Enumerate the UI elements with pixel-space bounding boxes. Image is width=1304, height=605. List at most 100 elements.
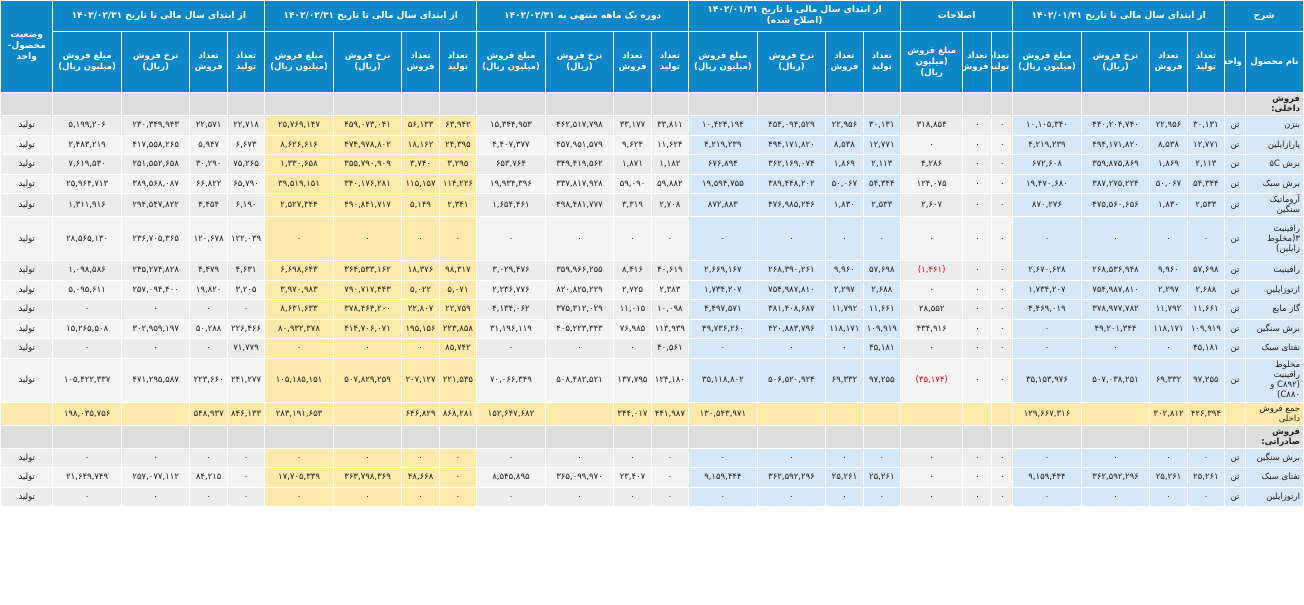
value-cell: ۱۹,۴۷۰,۶۸۰ [1012,173,1082,194]
value-cell: ۹,۱۵۹,۴۴۴ [1012,467,1082,488]
product-name: ارتوزایلین [1244,279,1304,300]
subheader-col-8: مبلغ فروش (میلیون ریال) [899,31,964,93]
value-cell: ۰ [962,134,993,155]
value-cell: ۱۰۹,۹۱۹ [862,318,901,339]
value-cell: ۴,۲۸۶ [899,154,964,175]
table-row: برش ۵C تن ۲,۱۱۳ ۱,۸۶۹ ۳۵۹,۸۷۵,۸۶۹ ۶۷۲,۶۰۸ ۰ ۰ ۴,… [0,154,1304,175]
value-cell: ۰ [476,447,546,468]
value-cell: ۴۵۹,۰۷۳,۰۴۱ [332,115,403,136]
value-cell: ۲۲۳,۸۵۸ [438,318,478,339]
value-cell: ۳۰,۲۹۰ [189,154,228,175]
value-cell: ۸۷۲,۸۸۳ [688,193,758,217]
value-cell: ۱۱,۶۲۴ [650,134,690,155]
value-cell: ۰ [991,357,1014,403]
section-cell [991,424,1014,449]
value-cell: ۰ [544,338,615,359]
value-cell: ۲۲۱,۵۳۵ [438,357,478,403]
value-cell: ۰ [438,216,478,261]
subheader-col-22: تعداد فروش [189,31,228,93]
value-cell [332,401,403,426]
value-cell: ۳۷۸,۹۷۷,۷۸۲ [1080,299,1151,320]
value-cell: ۴۹۴,۱۷۱,۸۲۰ [1080,134,1151,155]
value-cell: ۹۸,۳۱۷ [438,260,478,281]
value-cell: ۰ [899,467,964,488]
section-cell [0,92,54,116]
value-cell: ۱۲۴,۱۸۰ [650,357,690,403]
section-row: فروش صادراتی: [0,424,1304,449]
value-cell: ۰ [52,338,122,359]
value-cell: ۰ [613,338,652,359]
value-cell: ۴۷۵,۵۶۰,۶۵۶ [1080,193,1151,217]
value-cell: ۱۱,۶۶۱ [1186,299,1226,320]
value-cell: ۲۸,۵۶۵,۱۳۰ [52,216,122,261]
value-cell: ۸,۵۳۸ [1149,134,1188,155]
table-row: ارتوزایلین تن ۰ ۰ ۰ ۰ ۰ ۰ ۰ ۰ ۰ ۰ ۰ ۰ ۰ ۰ ۰ ۰ ۰ ۰ ۰ ۰ ۰ ۰ ۰ تولید [0,486,1304,507]
value-cell: ۱۵,۲۶۵,۵۰۸ [52,318,122,339]
header-month-1402-02: دوره یک ماهه منتهی به ۱۴۰۲/۰۲/۳۱ [476,0,690,32]
value-cell: ۵۰۶,۵۲۰,۹۲۴ [756,357,827,403]
value-cell: ۸۴,۲۱۵ [189,467,228,488]
value-cell: ۰ [438,467,478,488]
value-cell: ۰ [991,260,1014,281]
subheader-col-20: مبلغ فروش (میلیون ریال) [264,31,334,93]
section-cell [825,424,864,449]
value-cell: ۴۲۶,۳۹۴ [1186,401,1226,426]
value-cell: ۲۲,۹۵۶ [825,115,864,136]
value-cell: ۲,۲۹۷ [1149,279,1188,300]
total-row: جمع فروش داخلی ۴۲۶,۳۹۴ ۳۰۲,۸۱۲ ۱۲۹,۶۶۷,۳۱۶ ۱… [0,401,1304,426]
value-cell: ۲۶۸,۵۳۶,۹۴۸ [1080,260,1151,281]
section-cell [825,92,864,116]
unit-cell: تن [1224,357,1246,403]
value-cell: ۰ [899,447,964,468]
value-cell: ۲۲,۷۱۸ [226,115,266,136]
section-cell [1224,92,1246,116]
status-cell [0,401,54,426]
value-cell: ۰ [899,486,964,507]
value-cell: ۲,۵۲۷,۳۴۴ [264,193,334,217]
value-cell: ۳۳۷,۸۱۷,۹۲۸ [544,173,615,194]
value-cell: ۲,۶۸۸ [862,279,901,300]
subheader-col-3: تعداد فروش [1149,31,1188,93]
value-cell: ۰ [862,486,901,507]
section-cell [756,92,827,116]
value-cell: ۶۹,۳۳۲ [1149,357,1188,403]
value-cell: ۵,۰۲۲ [401,279,440,300]
section-cell [613,92,652,116]
section-cell [0,424,54,449]
value-cell: ۰ [438,486,478,507]
value-cell: ۲,۲۳۶,۷۷۶ [476,279,546,300]
value-cell: ۴۵,۱۸۱ [1186,338,1226,359]
value-cell: ۰ [226,467,266,488]
value-cell: ۰ [1149,447,1188,468]
value-cell: ۰ [1012,318,1082,339]
table-row: بنزن تن ۳۰,۱۳۱ ۲۲,۹۵۶ ۴۴۰,۲۰۴,۷۴۰ ۱۰,۱۰۵,۳۴۰ ۰… [0,115,1304,136]
value-cell: ۴۵,۱۸۱ [862,338,901,359]
value-cell: ۲۳,۴۰۷ [613,467,652,488]
value-cell: ۳۳,۱۷۷ [613,115,652,136]
section-cell [1080,92,1151,116]
value-cell: ۶۶,۸۲۲ [189,173,228,194]
value-cell: ۲۸,۵۵۲ [899,299,964,320]
value-cell: ۰ [962,447,993,468]
value-cell: ۶۴۶,۸۲۹ [401,401,440,426]
value-cell: ۰ [1080,338,1151,359]
value-cell: ۹,۹۶۰ [825,260,864,281]
value-cell: ۱۲۰,۶۷۸ [189,216,228,261]
section-cell [544,92,615,116]
value-cell: ۱۱,۷۹۲ [1149,299,1188,320]
value-cell: ۰ [476,216,546,261]
value-cell: ۲۵۷,۰۹۴,۴۰۰ [120,279,191,300]
value-cell: ۰ [332,216,403,261]
subheader-col-9: تعداد تولید [862,31,901,93]
value-cell: ۰ [650,467,690,488]
value-cell: ۴۰,۶۱۹ [650,260,690,281]
section-cell [226,424,266,449]
value-cell: ۴۱۴,۷۰۶,۰۷۱ [332,318,403,339]
value-cell: ۹,۹۶۰ [1149,260,1188,281]
value-cell: ۰ [1080,447,1151,468]
value-cell: ۰ [332,486,403,507]
product-name: رافینیت [1244,260,1304,281]
value-cell: ۶,۶۹۸,۶۴۳ [264,260,334,281]
value-cell: ۱۰,۱۰۵,۳۴۰ [1012,115,1082,136]
value-cell: ۱۱۸,۱۷۱ [825,318,864,339]
